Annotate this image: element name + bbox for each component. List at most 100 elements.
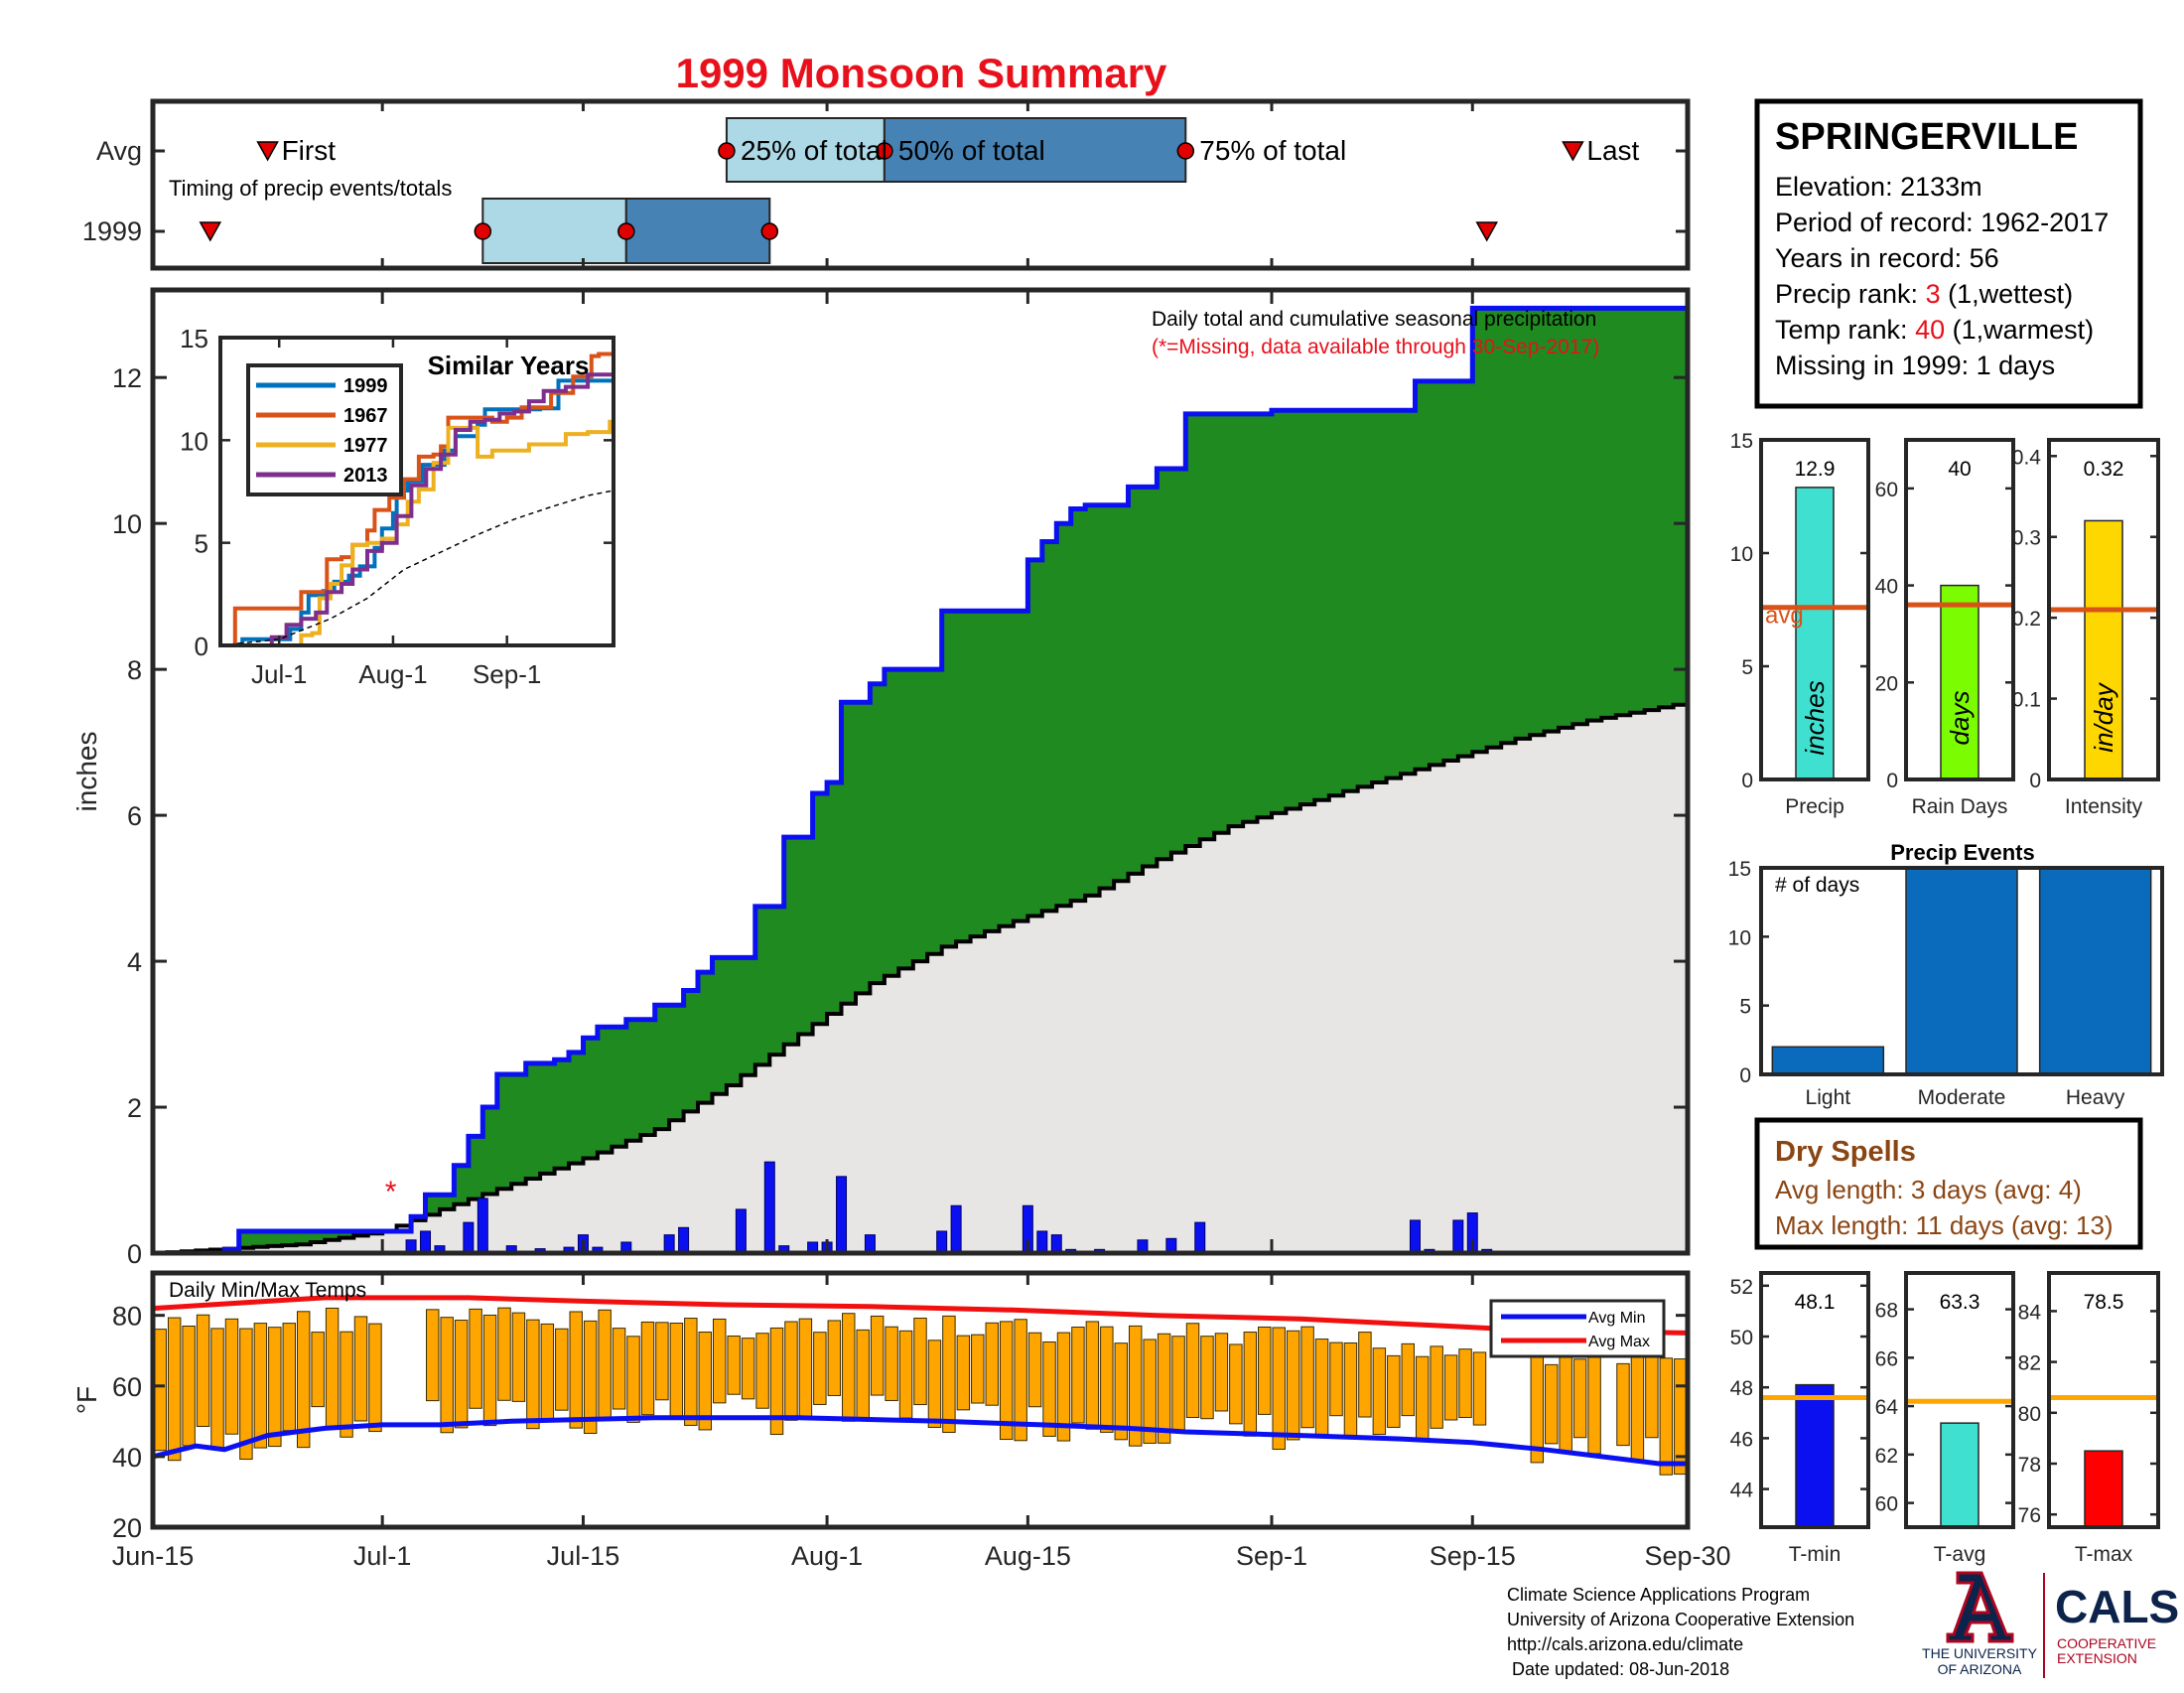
events-title: Precip Events bbox=[1890, 840, 2035, 865]
daily-temp-range-bar-89 bbox=[1430, 1345, 1443, 1429]
avg-max-line bbox=[152, 1295, 1689, 1336]
precip-chart: 0 2 4 6 8 10 12 inches Daily total and cumulat… bbox=[71, 287, 1691, 1269]
daily-temp-range-bar-36 bbox=[669, 1323, 684, 1418]
q75-label: 75% of total bbox=[1199, 135, 1346, 166]
events-ytick-label-2: 10 bbox=[1728, 926, 1751, 949]
inset-xtick-label-0: Jul-1 bbox=[251, 659, 307, 689]
cals-logo-sub-2: EXTENSION bbox=[2057, 1650, 2137, 1666]
daily-temp-range-bar-97 bbox=[1545, 1363, 1559, 1445]
page-title: 1999 Monsoon Summary bbox=[676, 50, 1167, 96]
station-temp-rank: Temp rank: 40 (1,warmest) bbox=[1775, 315, 2094, 345]
t-avg-value-label: 63.3 bbox=[1940, 1291, 1980, 1314]
precip-marks bbox=[153, 304, 1691, 1256]
daily-precip-bar-13 bbox=[678, 1226, 690, 1254]
daily-temp-range-bar-67 bbox=[1114, 1342, 1129, 1441]
daily-temp-range-bar-52 bbox=[898, 1330, 913, 1419]
inset-legend-label-1999: 1999 bbox=[343, 375, 388, 397]
inset-series-1977-line bbox=[220, 419, 614, 647]
daily-temp-range-bar-68 bbox=[1129, 1325, 1143, 1447]
temp-ytick-label-0: 20 bbox=[112, 1513, 142, 1543]
arizona-a-icon bbox=[1946, 1571, 2014, 1643]
daily-temp-range-bar-86 bbox=[1387, 1354, 1401, 1428]
daily-temp-range-bar-51 bbox=[885, 1326, 898, 1401]
university-of-arizona-logo: THE UNIVERSITY OF ARIZONA bbox=[1922, 1571, 2038, 1677]
daily-temp-range-bar-39 bbox=[712, 1318, 727, 1404]
inset-series-1967-line bbox=[220, 352, 614, 647]
daily-temp-range-bar-42 bbox=[755, 1333, 769, 1409]
y1999-last-triangle bbox=[1475, 221, 1498, 242]
daily-temp-range-bar-84 bbox=[1358, 1332, 1372, 1418]
t-max-value-label: 78.5 bbox=[2084, 1291, 2124, 1314]
daily-temp-range-bar-64 bbox=[1071, 1327, 1085, 1424]
daily-temp-range-bar-90 bbox=[1443, 1354, 1458, 1421]
temp-ytick-label-3: 80 bbox=[112, 1302, 142, 1332]
daily-temp-range-bar-71 bbox=[1171, 1336, 1185, 1432]
precip-total-ytick-label-2: 10 bbox=[1730, 543, 1753, 566]
y1999-q25-q50-box bbox=[481, 198, 627, 264]
avg-q50-marker bbox=[876, 142, 893, 160]
daily-temp-range-bar-96 bbox=[1530, 1348, 1545, 1464]
t-max-value-bar bbox=[2084, 1450, 2123, 1528]
avg-last-triangle bbox=[1562, 141, 1584, 162]
intensity-ytick-label-3: 0.3 bbox=[2012, 527, 2041, 550]
daily-temp-range-bar-98 bbox=[1559, 1355, 1572, 1454]
temp-ytick-label-2: 60 bbox=[112, 1372, 142, 1402]
daily-temp-range-bar-24 bbox=[497, 1307, 511, 1401]
daily-temp-range-bar-6 bbox=[239, 1328, 253, 1461]
t-max-ytick-label-3: 82 bbox=[2018, 1352, 2041, 1375]
avg-min-legend-label: Avg Min bbox=[1588, 1310, 1646, 1327]
timing-note: Timing of precip events/totals bbox=[169, 176, 452, 201]
stat-bar-panels: avg 12.9 inches 0 5 10 15 Precip 40 days 0 20 40 60 Ra… bbox=[1730, 430, 2160, 1566]
temp-ticks: 20 40 60 80 Jun-15 Jul-1 Jul-15 Aug-1 Aug-15 Sep-… bbox=[112, 1273, 1731, 1571]
daily-temp-range-bar-41 bbox=[741, 1338, 755, 1400]
daily-precip-bar-19 bbox=[836, 1176, 848, 1254]
daily-temp-range-bar-37 bbox=[684, 1318, 698, 1426]
intensity-ytick-label-1: 0.1 bbox=[2012, 689, 2041, 712]
t-min-ytick-label-4: 52 bbox=[1730, 1276, 1753, 1299]
daily-temp-range-bar-49 bbox=[856, 1329, 870, 1419]
station-name: SPRINGERVILLE bbox=[1775, 116, 2078, 158]
daily-temp-range-bar-66 bbox=[1100, 1326, 1114, 1433]
t-avg-ytick-label-1: 62 bbox=[1875, 1445, 1898, 1468]
daily-temp-range-bar-11 bbox=[311, 1332, 325, 1408]
timing-panel: Avg 1999 Timing of precip events/totals … bbox=[82, 98, 1691, 271]
daily-temp-range-bar-35 bbox=[655, 1322, 669, 1401]
daily-temp-range-bar-92 bbox=[1472, 1351, 1487, 1426]
avg-q75-marker bbox=[1176, 142, 1195, 160]
inset-legend-label-2013: 2013 bbox=[343, 465, 388, 487]
intensity-value-label: 0.32 bbox=[2084, 458, 2124, 481]
temp-xtick-label-6: Sep-15 bbox=[1430, 1541, 1516, 1571]
daily-temp-range-bar-31 bbox=[598, 1309, 612, 1420]
precip-total-unit-label: inches bbox=[1800, 680, 1830, 755]
precip-ylabel: inches bbox=[71, 732, 102, 812]
temp-xtick-label-0: Jun-15 bbox=[112, 1541, 195, 1571]
daily-temp-range-bar-12 bbox=[325, 1307, 340, 1428]
daily-temp-range-bar-25 bbox=[511, 1312, 526, 1402]
daily-temp-range-bar-75 bbox=[1229, 1343, 1243, 1425]
first-label: First bbox=[282, 135, 337, 166]
footer: Climate Science Applications Program Uni… bbox=[1507, 1571, 2179, 1679]
events-ytick-label-1: 5 bbox=[1739, 996, 1751, 1019]
daily-precip-bar-2 bbox=[420, 1230, 432, 1254]
daily-temp-range-bar-56 bbox=[956, 1335, 971, 1411]
rain-days-frame bbox=[1904, 438, 2015, 781]
average-cumulative-area bbox=[153, 702, 1688, 1253]
t-avg-ytick-label-0: 60 bbox=[1875, 1493, 1898, 1516]
daily-precip-bar-12 bbox=[663, 1234, 675, 1254]
daily-precip-bar-31 bbox=[1409, 1219, 1421, 1254]
t-avg-ytick-label-2: 64 bbox=[1875, 1396, 1899, 1419]
inset-marks bbox=[219, 352, 614, 647]
daily-temp-range-bar-105 bbox=[1659, 1357, 1674, 1476]
daily-temp-range-bar-83 bbox=[1343, 1341, 1358, 1438]
daily-temp-range-bar-82 bbox=[1329, 1341, 1343, 1417]
inset-legend-label-1967: 1967 bbox=[343, 405, 388, 427]
daily-precip-bar-21 bbox=[936, 1230, 948, 1254]
timing-frame bbox=[150, 98, 1691, 271]
avg-first-triangle bbox=[256, 141, 279, 162]
precip-total-value-label: 12.9 bbox=[1795, 458, 1836, 481]
daily-temp-range-bar-32 bbox=[612, 1328, 626, 1410]
cals-logo-sub-1: COOPERATIVE bbox=[2057, 1635, 2156, 1651]
daily-temp-range-bar-34 bbox=[640, 1321, 655, 1416]
timing-markers bbox=[199, 141, 1584, 242]
